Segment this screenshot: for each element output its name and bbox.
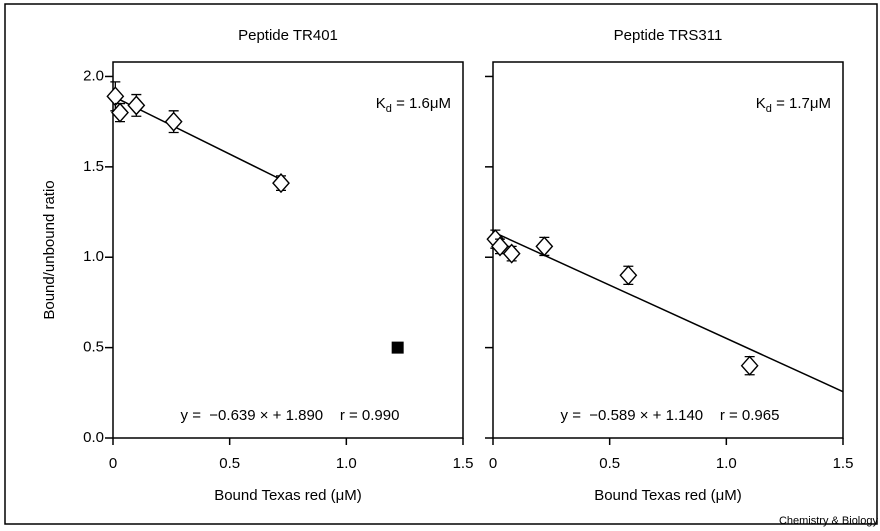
y-tick-label: 1.5: [83, 158, 104, 175]
y-axis-label: Bound/unbound ratio: [41, 180, 58, 319]
kd-value: = 1.7μM: [772, 95, 831, 112]
footer: Chemistry & Biology: [779, 515, 879, 527]
fit-line: [112, 95, 282, 181]
data-point: [740, 355, 759, 376]
data-point: [272, 173, 290, 194]
figure-frame: [4, 3, 878, 525]
y-tick-label: 2.0: [83, 67, 104, 84]
kd-subscript: d: [766, 103, 772, 115]
x-tick-label: 0: [109, 455, 117, 472]
x-axis-label: Bound Texas red (μM): [214, 487, 362, 504]
fit-line: [492, 231, 844, 393]
x-tick-label: 0: [489, 455, 497, 472]
plot-frame: [112, 61, 464, 439]
kd-symbol: K: [376, 95, 386, 112]
x-tick-label: 1.0: [716, 455, 737, 472]
data-point: [619, 265, 638, 286]
data-point: [491, 236, 509, 257]
kd-value: = 1.6μM: [392, 95, 451, 112]
data-point: [535, 236, 554, 257]
kd-symbol: K: [756, 95, 766, 112]
data-point: [164, 111, 183, 132]
chart-title: Peptide TRS311: [614, 27, 723, 44]
x-tick-label: 0.5: [219, 455, 240, 472]
data-point: [502, 243, 521, 264]
x-tick-label: 0.5: [599, 455, 620, 472]
data-point: [111, 102, 129, 123]
data-point: [391, 341, 404, 354]
chart-title: Peptide TR401: [238, 27, 338, 44]
y-tick-label: 0.5: [83, 339, 104, 356]
kd-annotation: Kd = 1.6μM: [376, 95, 451, 115]
fit-equation: y = −0.589 × + 1.140 r = 0.965: [561, 407, 780, 424]
kd-annotation: Kd = 1.7μM: [756, 95, 831, 115]
kd-subscript: d: [386, 103, 392, 115]
x-tick-label: 1.5: [833, 455, 854, 472]
data-point: [106, 86, 125, 107]
fit-equation: y = −0.639 × + 1.890 r = 0.990: [181, 407, 400, 424]
x-tick-label: 1.0: [336, 455, 357, 472]
x-axis-label: Bound Texas red (μM): [594, 487, 742, 504]
x-tick-label: 1.5: [453, 455, 474, 472]
y-tick-label: 1.0: [83, 248, 104, 265]
data-point: [127, 95, 146, 116]
y-tick-label: 0.0: [83, 429, 104, 446]
plot-frame: [492, 61, 844, 439]
